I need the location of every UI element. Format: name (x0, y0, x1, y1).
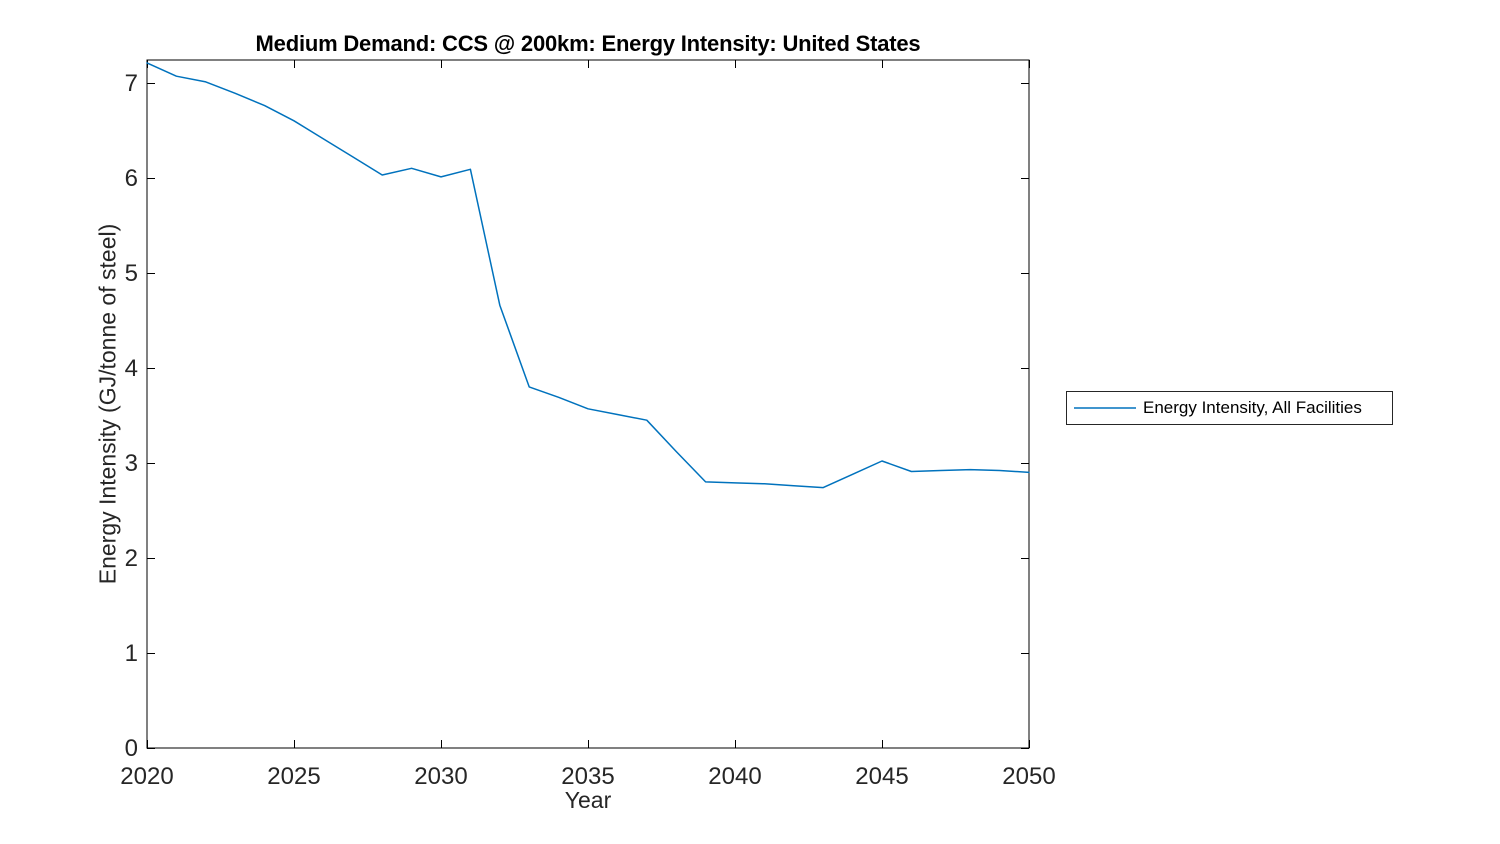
y-tick-label: 5 (125, 260, 138, 287)
axes-box (146, 59, 1030, 749)
x-tick-label: 2035 (561, 763, 614, 790)
legend-entry-label: Energy Intensity, All Facilities (1143, 398, 1362, 417)
x-tick-label: 2050 (1002, 763, 1055, 790)
x-tick-label: 2020 (120, 763, 173, 790)
series-line (146, 62, 1030, 489)
chart-title: Medium Demand: CCS @ 200km: Energy Inten… (255, 31, 921, 56)
y-tick-label: 0 (125, 735, 138, 762)
y-axis-label: Energy Intensity (GJ/tonne of steel) (94, 223, 121, 585)
x-tick-label: 2040 (708, 763, 761, 790)
y-tick-label: 1 (125, 640, 138, 667)
y-tick-label: 2 (125, 545, 138, 572)
x-tick-label: 2045 (855, 763, 908, 790)
y-tick-label: 7 (125, 70, 138, 97)
x-tick-label: 2025 (267, 763, 320, 790)
x-axis-label: Year (564, 787, 612, 813)
legend: Energy Intensity, All Facilities (1066, 391, 1393, 425)
y-tick-label: 4 (125, 355, 138, 382)
legend-line-sample (1074, 407, 1136, 409)
y-tick-label: 3 (125, 450, 138, 477)
y-tick-label: 6 (125, 165, 138, 192)
x-tick-label: 2030 (414, 763, 467, 790)
